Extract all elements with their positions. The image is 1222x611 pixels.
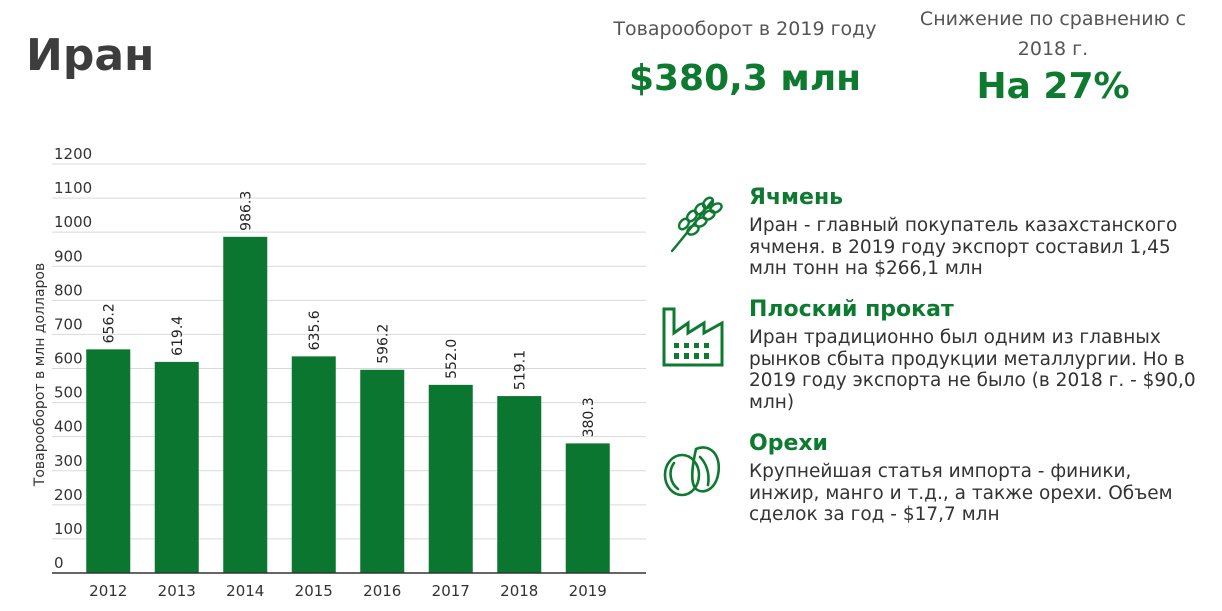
trade-volume-value: $380,3 млн: [628, 58, 862, 99]
bar-2014: [223, 236, 268, 573]
info-flat-rolled: Плоский прокат Иран традиционно был одни…: [660, 297, 1200, 417]
trade-volume-label: Товарооборот в 2019 году: [613, 18, 877, 40]
nuts-icon: [663, 446, 721, 497]
page-title: Иран: [26, 30, 155, 81]
y-tick-label: 800: [54, 281, 83, 299]
y-tick-label: 1200: [54, 145, 92, 163]
y-axis-ticks: 0 100 200 300 400 500 600 700 800 900 1000 1100 1200: [54, 145, 92, 572]
bar-2012: [86, 349, 131, 573]
bar-2016: [360, 369, 405, 573]
y-tick-label: 600: [54, 350, 83, 368]
decline-label: Снижение по сравнению с 2018 г.: [919, 8, 1187, 60]
bar-value-label: 519.1: [512, 350, 528, 390]
y-axis-title: Товарооборот в млн долларов: [32, 263, 48, 487]
wheat-icon: [670, 196, 723, 253]
x-tick-label: 2012: [89, 582, 127, 600]
info-text-flat-rolled: Иран традиционно был одним из главных ры…: [749, 327, 1196, 413]
bar-value-label: 380.3: [581, 397, 597, 437]
x-tick-label: 2016: [363, 582, 401, 600]
chart-gridlines: [52, 163, 646, 540]
info-title-nuts: Орехи: [749, 431, 828, 456]
x-tick-label: 2019: [569, 582, 607, 600]
y-tick-label: 700: [54, 315, 83, 333]
bar-value-label: 619.4: [170, 316, 186, 356]
trade-bar-chart: 0 100 200 300 400 500 600 700 800 900 1000 1100 1200…: [32, 145, 646, 600]
y-tick-label: 1100: [54, 179, 92, 197]
y-tick-label: 900: [54, 247, 83, 265]
y-tick-label: 100: [54, 520, 83, 538]
y-tick-label: 0: [54, 554, 64, 572]
x-tick-label: 2017: [432, 582, 470, 600]
y-tick-label: 300: [54, 452, 83, 470]
x-axis-ticks: 2012 2013 2014 2015 2016 2017 2018 2019: [89, 582, 607, 600]
bar-value-label: 986.3: [238, 191, 254, 231]
bar-2017: [428, 384, 473, 573]
info-nuts: Орехи Крупнейшая статья импорта - финики…: [660, 431, 1200, 531]
bar-value-label: 656.2: [101, 303, 117, 343]
x-tick-label: 2013: [158, 582, 196, 600]
bar-value-label: 596.2: [375, 324, 391, 364]
x-tick-label: 2015: [295, 582, 333, 600]
bar-value-label: 552.0: [444, 339, 460, 379]
info-title-barley: Ячмень: [749, 185, 844, 210]
decline-value: На 27%: [976, 66, 1130, 107]
bar-2013: [154, 361, 199, 573]
y-tick-label: 500: [54, 384, 83, 402]
bar-2015: [291, 356, 336, 573]
y-tick-label: 400: [54, 418, 83, 436]
info-text-barley: Иран - главный покупатель казахстанского…: [749, 215, 1178, 279]
bar-value-label: 635.6: [307, 310, 323, 350]
info-text-nuts: Крупнейшая статья импорта - финики, инжи…: [749, 461, 1173, 525]
y-tick-label: 200: [54, 486, 83, 504]
bar-2018: [497, 396, 542, 573]
trade-volume-stat: Товарооборот в 2019 году $380,3 млн: [600, 14, 890, 99]
x-tick-label: 2014: [226, 582, 264, 600]
bar-2019: [565, 443, 610, 573]
factory-icon: [662, 307, 724, 367]
info-title-flat-rolled: Плоский прокат: [749, 297, 954, 322]
chart-bars: [86, 236, 610, 573]
info-barley: Ячмень Иран - главный покупатель казахст…: [660, 185, 1200, 285]
decline-stat: Снижение по сравнению с 2018 г. На 27%: [906, 4, 1200, 107]
y-tick-label: 1000: [54, 213, 92, 231]
chart-data-labels: 656.2 619.4 986.3 635.6 596.2 552.0 519.1 380.3: [101, 191, 597, 438]
x-tick-label: 2018: [500, 582, 538, 600]
